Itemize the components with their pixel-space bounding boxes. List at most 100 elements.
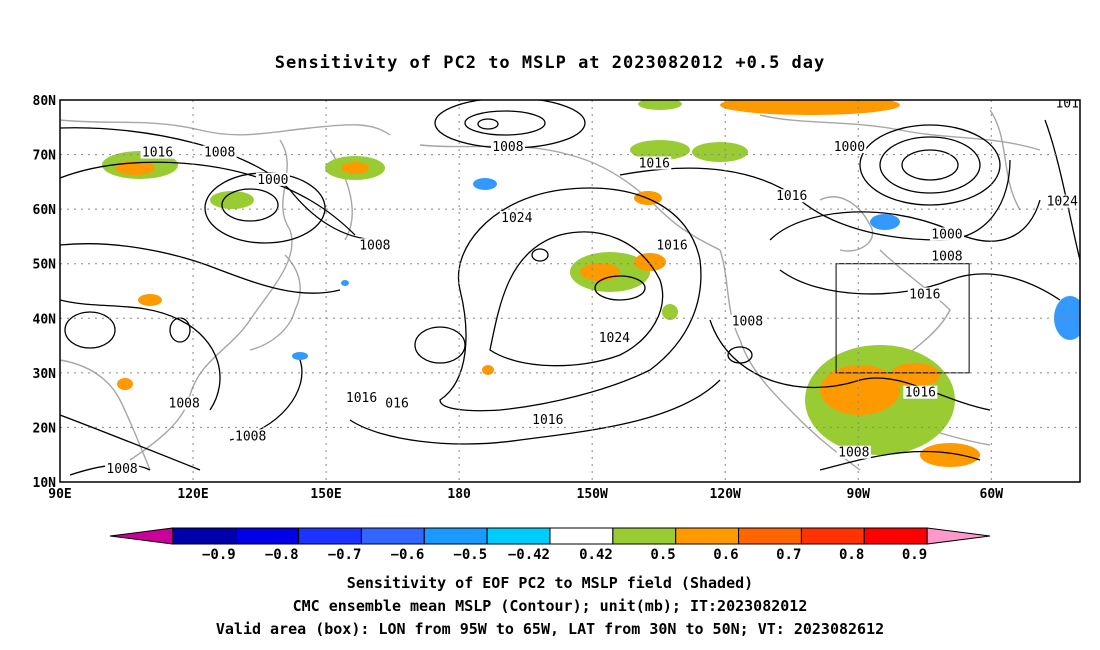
contour-label-bg <box>1045 194 1080 208</box>
contour-line <box>1044 119 1080 261</box>
contour-label: 1024 <box>599 331 630 346</box>
coastline-arctic-islands <box>759 114 1041 151</box>
contour-line <box>779 269 1061 301</box>
contour-line <box>64 311 116 349</box>
contour-line <box>879 136 981 194</box>
contour-line <box>60 243 341 294</box>
lon-tick-label: 90W <box>847 487 871 502</box>
colorbar-tick-label: −0.9 <box>202 547 236 563</box>
caption-line-1: Sensitivity of EOF PC2 to MSLP field (Sh… <box>347 574 753 592</box>
contour-line <box>221 188 279 222</box>
coastline-japan <box>249 254 301 351</box>
lat-tick-label: 50N <box>33 258 57 273</box>
colorbar-swatch <box>800 527 865 545</box>
colorbar-swatch <box>486 527 551 545</box>
shade-patch <box>630 140 690 160</box>
contour-label: 1016 <box>532 413 563 428</box>
contour-label-bg <box>167 396 202 410</box>
coastlines <box>60 109 1041 471</box>
colorbar-tick-label: 0.9 <box>902 547 927 563</box>
lat-tick-label: 30N <box>33 367 57 382</box>
contour-line <box>439 187 702 412</box>
contour-label-bg <box>357 238 392 252</box>
coastline-indochina <box>60 359 151 471</box>
colorbar-tick-label: 0.5 <box>650 547 675 563</box>
contour-label: 1016 <box>142 146 173 161</box>
contour-line <box>60 161 356 236</box>
colorbar-tick-label: −0.42 <box>508 547 550 563</box>
contour-label-bg <box>499 211 534 225</box>
contour-line <box>414 326 466 364</box>
contour-line <box>619 159 1011 241</box>
lon-tick-label: 180 <box>447 487 471 502</box>
lat-tick-label: 10N <box>33 476 57 491</box>
shade-patch <box>115 161 155 175</box>
lat-tick-label: 70N <box>33 149 57 164</box>
contour-label-bg <box>202 145 237 159</box>
colorbar-tick-label: −0.7 <box>328 547 362 563</box>
lon-tick-label: 150E <box>310 487 341 502</box>
map-title: Sensitivity of PC2 to MSLP at 2023082012… <box>275 53 826 73</box>
lon-tick-label: 120W <box>710 487 741 502</box>
colorbar-swatch <box>612 527 677 545</box>
contour-label-bg <box>730 314 765 328</box>
contour-line <box>531 248 549 262</box>
contour-label-bg <box>530 412 565 426</box>
contour-label: 1016 <box>656 238 687 253</box>
colorbar-arrow-high <box>926 527 991 545</box>
colorbar-tick-label: −0.6 <box>391 547 425 563</box>
shade-patch <box>920 443 980 467</box>
contour-line <box>594 275 646 301</box>
colorbar-tick-label: 0.42 <box>579 547 613 563</box>
contour-label: 1016 <box>639 156 670 171</box>
contour-line <box>727 346 753 364</box>
colorbar-tick-label: 0.7 <box>776 547 801 563</box>
shade-patch <box>890 363 940 387</box>
contour-label: 1000 <box>257 173 288 188</box>
colorbar-swatch <box>549 527 614 545</box>
contour-label-bg <box>903 385 938 399</box>
lon-tick-label: 90E <box>48 487 71 502</box>
contour-line <box>859 124 1001 206</box>
colorbar-tick-label: 0.8 <box>839 547 864 563</box>
coastline-east-asia <box>129 139 293 461</box>
shade-patch <box>638 100 682 110</box>
contour-line <box>349 379 721 445</box>
contour-line <box>489 231 664 367</box>
coastline-hudson-bay <box>819 196 874 252</box>
contour-label-bg <box>597 331 632 345</box>
colorbar-swatch <box>423 527 488 545</box>
shade-patch <box>117 378 133 390</box>
lat-tick-label: 20N <box>33 421 57 436</box>
contour-label: 1008 <box>492 140 523 155</box>
contour-label: 1016 <box>1055 96 1086 111</box>
contour-label-bg <box>836 445 871 459</box>
contour-label: 1000 <box>834 140 865 155</box>
shade-patch <box>662 304 678 320</box>
colorbar-swatch <box>863 527 928 545</box>
map-frame <box>59 99 1081 483</box>
contour-line <box>709 319 991 411</box>
shade-patch <box>720 100 900 115</box>
contour-label: 1016 <box>909 287 940 302</box>
contour-line <box>901 149 959 181</box>
contour-label: 1000 <box>931 227 962 242</box>
contour-label: 1008 <box>732 315 763 330</box>
map-panel: 1016 1008 1000 1008 1008 1024 1016 1016 1024 1008… <box>60 96 1086 482</box>
contour-label: 1008 <box>838 446 869 461</box>
contour-label: 1008 <box>931 249 962 264</box>
colorbar-arrow-low <box>109 527 174 545</box>
contour-label: 1008 <box>106 462 137 477</box>
shade-patch <box>482 365 494 375</box>
contour-label-bg <box>380 396 415 410</box>
shade-patch <box>692 142 748 162</box>
contour-line <box>464 110 546 136</box>
contour-label: 1008 <box>359 238 390 253</box>
shade-patch <box>1054 296 1080 340</box>
shade-patch <box>138 294 162 306</box>
contour-label: 1016 <box>346 391 377 406</box>
shade-patch <box>341 162 369 174</box>
contour-label-bg <box>774 189 809 203</box>
colorbar-swatch <box>298 527 362 545</box>
